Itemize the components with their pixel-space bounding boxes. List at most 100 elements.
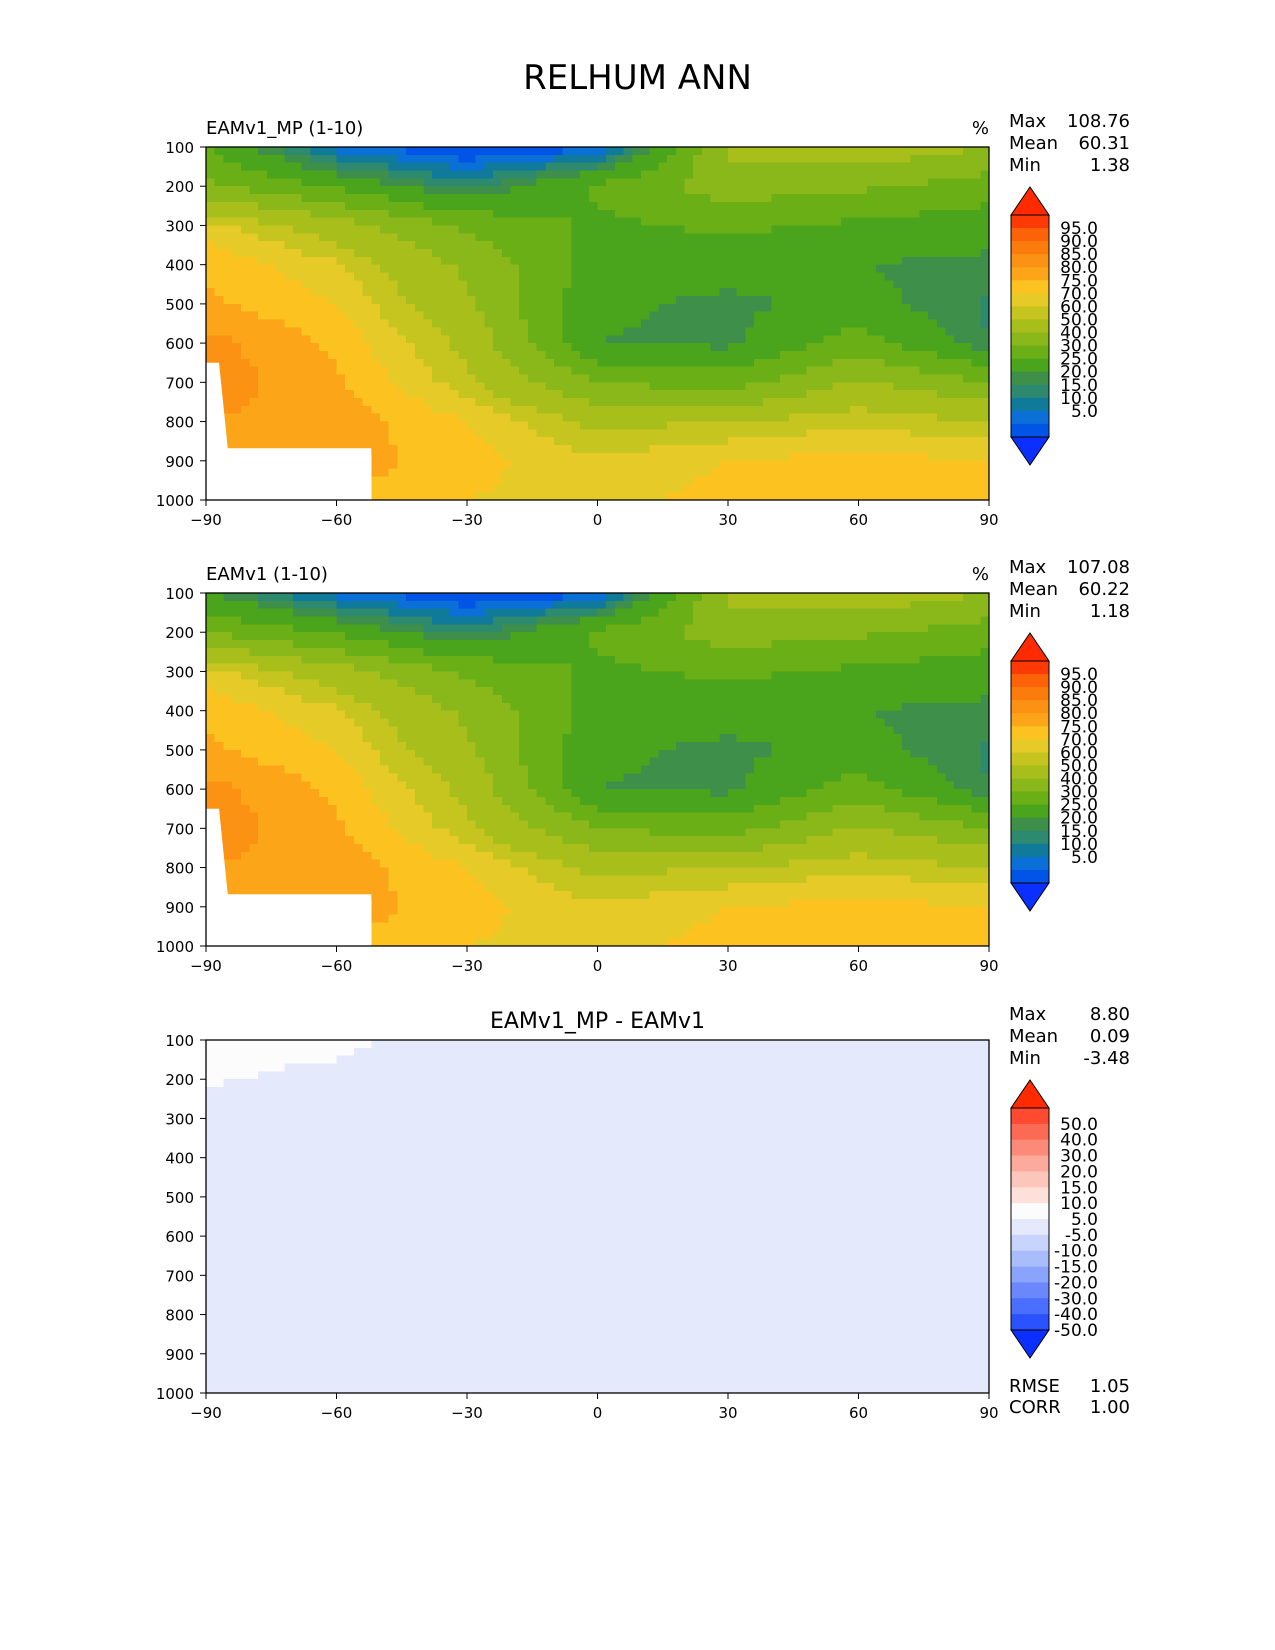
colorbar: 50.040.030.020.015.010.05.0-5.0-10.0-15.… [1010,1079,1098,1359]
contour-cell [206,1047,355,1057]
contour-cell [754,311,929,321]
contour-cell [614,655,920,665]
contour-cell [719,734,738,743]
contour-cell [432,663,572,673]
x-tick-label: 0 [593,511,603,529]
contour-cell [423,844,477,853]
contour-cell [571,687,990,696]
contour-cell [527,773,564,782]
contour-cell [206,319,285,329]
colorbar-label: 85.0 [1060,691,1098,711]
colorbar-bin [1011,267,1049,281]
contour-cell [562,836,807,845]
colorbar-bin [1011,1266,1049,1283]
contour-cell [684,930,990,939]
colorbar-bin [1011,804,1049,819]
y-tick-label: 500 [165,742,194,760]
contour-cell [936,765,981,775]
contour-cell [536,405,851,415]
contour-cell [406,147,564,156]
contour-cell [214,405,242,415]
colorbar-extend-max [1010,186,1050,216]
x-tick-label: 30 [718,511,737,529]
contour-cell [980,303,990,313]
contour-cell [493,343,538,352]
colorbar-bin [1011,241,1049,255]
contour-cell [580,796,781,806]
contour-cell [293,225,381,234]
contour-cell [206,1259,990,1269]
x-tick-label: −90 [190,957,222,975]
contour-cell [345,632,425,641]
contour-cell [388,640,590,649]
contour-cell [223,413,381,423]
contour-cell [475,374,529,383]
contour-cell [771,303,912,313]
contour-cell [206,1267,990,1276]
contour-cell [649,147,677,156]
contour-cell [484,311,520,321]
contour-cell [849,851,868,861]
contour-cell [519,311,564,321]
contour-cell [675,593,703,602]
colorbar-bin [1011,410,1049,425]
contour-cell [206,593,224,602]
contour-cell [580,170,642,179]
x-tick-label: −60 [321,511,353,529]
contour-cell [458,390,494,399]
contour-cell [910,600,990,610]
y-tick-label: 200 [165,1071,194,1089]
contour-cell [432,217,572,227]
colorbar-label: 80.0 [1060,704,1098,724]
stat-label: RMSE [1009,1376,1060,1397]
contour-cell [867,773,947,782]
colorbar-label: 75.0 [1060,271,1098,291]
colorbar-label: 15.0 [1060,1178,1098,1198]
contour-cell [501,452,790,462]
contour-cell [310,147,338,156]
contour-cell [684,484,990,493]
contour-cell [867,327,947,336]
contour-cell [336,608,390,618]
contour-cell [371,851,433,861]
contour-cell [597,201,981,211]
contour-cell [388,655,494,665]
contour-cell [536,851,851,861]
contour-cell [458,718,520,727]
contour-cell [449,382,485,391]
contour-cell [562,781,607,790]
contour-cell [371,930,494,939]
contour-cell [527,867,581,876]
contour-cell [884,718,990,727]
contour-cell [588,374,781,383]
contour-cell [902,702,990,712]
contour-cell [371,256,442,266]
contour-cell [336,366,390,376]
contour-cell [562,749,659,759]
colorbar-label: 25.0 [1060,796,1098,816]
colorbar-bin [1011,1234,1049,1252]
contour-cell [284,241,338,250]
contour-cell [293,640,390,649]
contour-cell [258,757,346,767]
contour-cell [301,280,364,289]
contour-cell [527,374,590,383]
contour-cell [345,820,390,829]
contour-cell [562,335,607,344]
colorbar-label: -40.0 [1054,1305,1098,1325]
x-tick-label: 90 [979,1404,998,1422]
contour-cell [788,859,938,869]
contour-cell [571,726,894,735]
y-tick-label: 300 [165,663,194,681]
contour-cell [493,445,572,454]
contour-cell [980,647,990,657]
contour-cell [475,938,668,947]
contour-cell [710,343,729,352]
contour-cell [414,749,477,759]
colorbar-bin [1011,856,1049,871]
contour-cell [388,875,477,884]
contour-cell [362,773,398,782]
contour-cell [319,679,398,688]
contour-cell [571,272,886,281]
